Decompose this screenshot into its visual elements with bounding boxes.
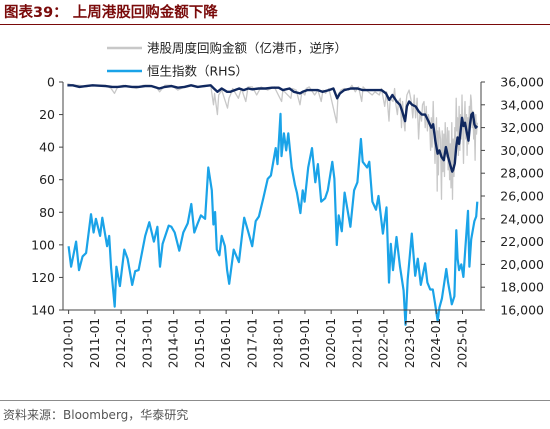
left-tick-label: 0 [47,75,55,90]
series-hang-seng-line [67,112,479,326]
x-tick-label: 2018-01 [272,318,286,368]
x-tick-label: 2024-01 [429,318,443,368]
x-tick-label: 2010-01 [62,318,76,368]
x-tick-label: 2017-01 [245,318,259,368]
left-tick-label: 140 [31,303,55,318]
right-tick-label: 36,000 [500,75,544,90]
axes: 0 20 40 60 80 100 120 140 16,000 18,000 20,000 22,0… [31,75,544,369]
right-tick-label: 32,000 [500,120,544,135]
plot-area [67,82,479,326]
left-tick-label: 80 [39,205,55,220]
left-tick-label: 40 [39,140,55,155]
right-tick-label: 26,000 [500,189,544,204]
left-tick-label: 100 [31,237,55,252]
series-buyback-trend-line [67,84,479,173]
x-tick-label: 2025-01 [456,318,470,368]
legend-label-weekly-buyback: 港股周度回购金额（亿港币，逆序） [147,41,347,56]
source-note: 资料来源：Bloomberg，华泰研究 [3,408,189,422]
right-tick-label: 24,000 [500,211,544,226]
right-tick-label: 30,000 [500,143,544,158]
x-tick-label: 2016-01 [219,318,233,368]
x-tick-label: 2019-01 [298,318,312,368]
legend: 港股周度回购金额（亿港币，逆序） 恒生指数（RHS） [107,41,347,79]
x-tick-label: 2023-01 [403,318,417,368]
x-tick-label: 2013-01 [140,318,154,368]
figure-title: 图表39： 上周港股回购金额下降 [4,5,218,21]
x-tick-label: 2012-01 [114,318,128,368]
x-tick-label: 2022-01 [377,318,391,368]
x-tick-label: 2020-01 [324,318,338,368]
right-tick-label: 22,000 [500,234,544,249]
legend-label-hang-seng: 恒生指数（RHS） [147,64,248,79]
left-tick-label: 60 [39,172,55,187]
left-tick-label: 120 [31,270,55,285]
series-weekly-buyback-line [67,82,478,200]
x-tick-label: 2011-01 [88,318,102,368]
x-tick-label: 2015-01 [193,318,207,368]
title-rule [0,24,550,25]
right-tick-label: 28,000 [500,166,544,181]
right-tick-label: 18,000 [500,280,544,295]
right-tick-label: 16,000 [500,303,544,318]
left-tick-label: 20 [39,107,55,122]
right-tick-label: 20,000 [500,257,544,272]
x-tick-label: 2014-01 [167,318,181,368]
right-tick-label: 34,000 [500,97,544,112]
source-rule [0,400,550,401]
x-tick-label: 2021-01 [350,318,364,368]
